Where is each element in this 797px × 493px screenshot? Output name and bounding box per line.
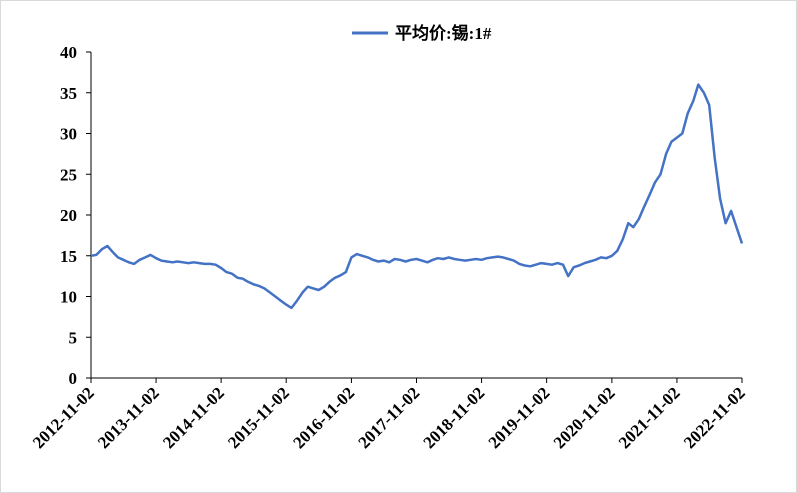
y-tick-label: 40 — [60, 43, 77, 62]
y-tick-label: 30 — [60, 125, 77, 144]
y-tick-label: 5 — [69, 328, 78, 347]
series-line — [90, 83, 744, 310]
y-tick-label: 10 — [60, 288, 77, 307]
y-tick-label: 35 — [60, 84, 77, 103]
y-tick-label: 0 — [69, 369, 78, 388]
y-tick-label: 15 — [60, 247, 77, 266]
legend-label: 平均价:锡:1# — [395, 23, 492, 43]
y-tick-label: 20 — [60, 206, 77, 225]
y-tick-label: 25 — [60, 165, 77, 184]
